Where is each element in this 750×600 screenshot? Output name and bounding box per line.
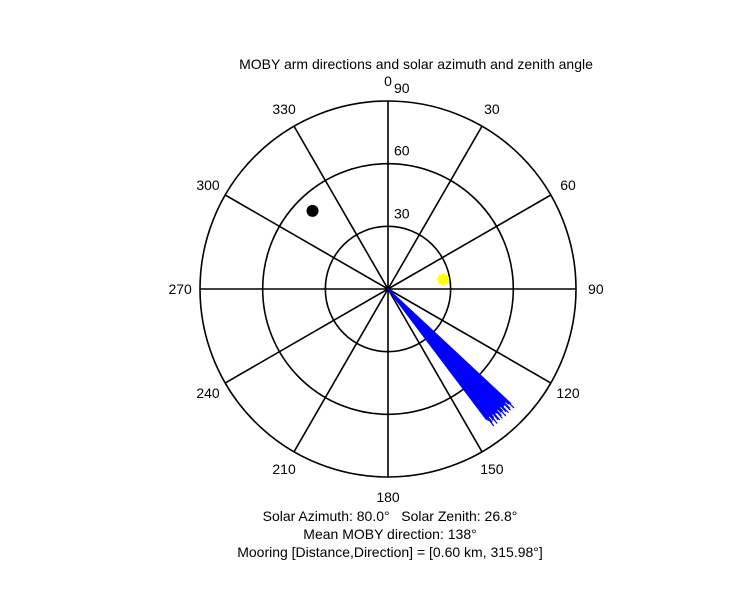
moby-arm-lines [387,288,515,427]
spoke-30 [387,125,483,290]
mooring-text: Mooring [Distance,Direction] = [0.60 km,… [237,544,543,560]
solar-angles-caption: Solar Azimuth: 80.0° Solar Zenith: 26.8° [0,508,750,524]
angle-label-120: 120 [556,385,580,401]
mooring-marker [306,204,319,217]
angle-label-60: 60 [560,177,576,193]
angle-label-240: 240 [196,385,220,401]
angle-label-270: 270 [168,281,192,297]
angle-label-330: 330 [272,101,296,117]
radial-label-90: 90 [394,80,410,96]
arm-line [387,288,488,421]
radial-label-60: 60 [394,143,410,159]
spoke-240 [224,288,389,384]
angle-label-0: 0 [384,73,392,89]
radial-label-30: 30 [394,205,410,221]
spoke-120 [387,288,552,384]
tick-labels: 0 30 60 90 120 150 180 210 240 270 300 330 30 60 90 [168,73,603,505]
angle-label-300: 300 [196,177,220,193]
chart-title: MOBY arm directions and solar azimuth an… [239,56,593,72]
solar-azimuth-text: Solar Azimuth: 80.0° [262,508,390,524]
solar-zenith-text: Solar Zenith: 26.8° [401,508,518,524]
angle-label-150: 150 [480,461,504,477]
polar-grid [199,100,577,478]
angle-label-30: 30 [484,101,500,117]
spoke-330 [293,125,389,290]
angle-label-180: 180 [376,489,400,505]
sun-star-core [439,275,447,283]
sun-star-marker [437,273,450,286]
spoke-300 [224,194,389,290]
spoke-210 [293,288,389,453]
spoke-60 [387,194,552,290]
mean-moby-direction-text: Mean MOBY direction: 138° [303,526,477,542]
markers [306,204,450,286]
spoke-150 [387,288,483,453]
angle-label-90: 90 [588,281,604,297]
angle-label-210: 210 [272,461,296,477]
